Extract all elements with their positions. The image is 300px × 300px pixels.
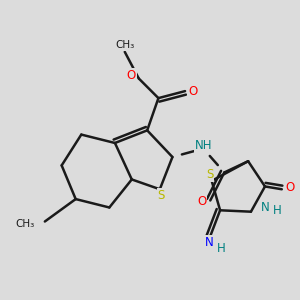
Text: NH: NH [194,139,212,152]
Text: N: N [205,236,213,249]
Text: O: O [285,182,294,194]
Text: O: O [188,85,197,98]
Text: O: O [126,69,136,82]
Text: H: H [273,204,282,217]
Text: S: S [158,189,165,202]
Text: S: S [206,168,213,181]
Text: N: N [261,201,269,214]
Text: H: H [217,242,226,255]
Text: CH₃: CH₃ [16,219,35,229]
Text: CH₃: CH₃ [115,40,134,50]
Text: O: O [197,195,206,208]
